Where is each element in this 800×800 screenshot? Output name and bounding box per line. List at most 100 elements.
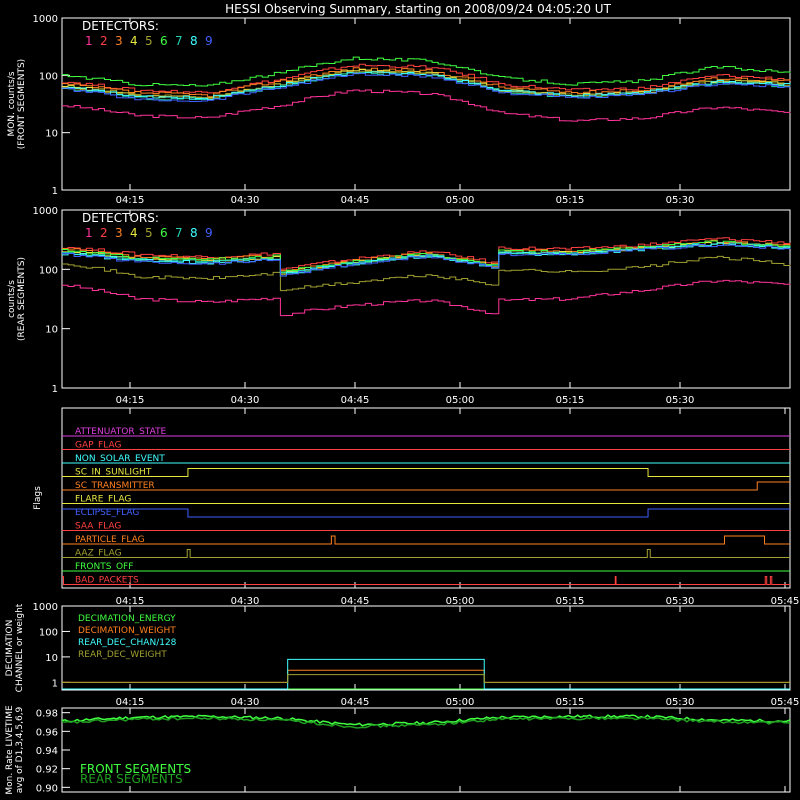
front-panel-x-tick-label: 05:15: [556, 195, 585, 206]
rear-panel-y-tick-label: 10: [45, 325, 58, 336]
decimation-legend: REAR_DEC_CHAN/128: [78, 638, 177, 648]
flag-label: NON_SOLAR_EVENT: [75, 454, 165, 464]
front-panel-y-tick-label: 100: [39, 71, 58, 82]
rear-panel-series-6: [62, 240, 791, 273]
front-panel-legend-number: 5: [145, 34, 153, 48]
rear-panel-x-tick-label: 04:30: [231, 395, 260, 406]
decimation-panel-y-tick-label: 1000: [33, 602, 58, 613]
flags-panel-x-tick-label: 04:45: [341, 596, 370, 607]
decimation-panel-y-tick-label: 10: [45, 653, 58, 664]
front-panel-legend-number: 6: [160, 34, 168, 48]
flag-line: [62, 508, 790, 518]
front-panel-series-1: [62, 89, 791, 122]
rear-panel-series-5: [62, 255, 791, 292]
front-panel-y-tick-label: 1000: [33, 14, 58, 25]
flag-label: PARTICLE_FLAG: [75, 535, 145, 545]
flag-line: [62, 481, 790, 491]
flag-line: [62, 576, 790, 585]
flag-label: FRONTS_OFF: [75, 562, 133, 572]
front-panel-legend-number: 7: [175, 34, 183, 48]
flag-label: GAP_FLAG: [75, 441, 121, 451]
front-panel-legend-number: 4: [130, 34, 138, 48]
flags-panel-x-tick-label: 04:15: [116, 596, 145, 607]
flags-panel-x-tick-label: 04:30: [231, 596, 260, 607]
flags-panel-x-tick-label: 05:30: [666, 596, 695, 607]
rear-panel-legend-number: 4: [130, 226, 138, 240]
rear-panel-x-tick-label: 05:30: [666, 395, 695, 406]
flag-label: FLARE_FLAG: [75, 495, 131, 505]
rear-panel-y-tick-label: 1: [52, 384, 58, 395]
livetime-series: [61, 716, 791, 729]
livetime-legend: REAR SEGMENTS: [80, 772, 183, 786]
rear-panel-series-1: [62, 279, 791, 317]
decimation-panel-y-tick-label: 1: [52, 678, 58, 689]
flag-label: SC_TRANSMITTER: [75, 481, 155, 491]
front-panel-legend-number: 2: [100, 34, 108, 48]
decimation-panel-x-tick-label: 05:15: [556, 697, 585, 708]
livetime-panel-y-tick-label: 0.90: [36, 783, 58, 794]
flags-panel-x-tick-label: 05:15: [556, 596, 585, 607]
flags-panel-x-tick-label: 05:00: [446, 596, 475, 607]
flag-label: ATTENUATOR_STATE: [75, 427, 167, 437]
front-panel-series-3: [62, 67, 791, 98]
front-panel-legend-number: 1: [85, 34, 93, 48]
rear-panel-legend-number: 3: [115, 226, 123, 240]
decimation-panel-x-tick-label: 05:45: [771, 697, 800, 708]
flag-line: [62, 468, 790, 477]
flag-label: AAZ_FLAG: [75, 549, 122, 559]
decimation-panel-frame: [61, 605, 791, 691]
decimation-panel-x-tick-label: 04:15: [116, 697, 145, 708]
front-panel-y-label: MON. counts/s: [7, 71, 17, 136]
front-panel-series-2: [62, 63, 791, 94]
decimation-series: [62, 674, 790, 683]
decimation-panel-y-tick-label: 100: [39, 627, 58, 638]
flag-label: SC_IN_SUNLIGHT: [75, 468, 152, 478]
rear-panel-y-tick-label: 1000: [33, 206, 58, 217]
livetime-legend: FRONT SEGMENTS: [80, 762, 191, 776]
rear-panel-legend-number: 5: [145, 226, 153, 240]
front-panel-y-tick-label: 1: [52, 186, 58, 197]
decimation-series: [62, 669, 790, 683]
front-panel-frame: [61, 17, 791, 191]
flag-label: ECLIPSE_FLAG: [75, 508, 139, 518]
front-panel-series-6: [62, 56, 791, 87]
front-panel-legend-number: 8: [190, 34, 198, 48]
front-panel-x-tick-label: 05:00: [446, 195, 475, 206]
front-panel-series-9: [62, 72, 791, 102]
livetime-panel-y-tick-label: 0.98: [36, 709, 58, 720]
decimation-panel-x-tick-label: 04:45: [341, 697, 370, 708]
rear-panel-y-label: counts/s: [7, 280, 17, 318]
rear-panel-legend-number: 2: [100, 226, 108, 240]
livetime-panel-y-tick-label: 0.94: [36, 746, 58, 757]
rear-panel-x-tick-label: 04:15: [116, 395, 145, 406]
decimation-panel-y-label: DECIMATION: [5, 620, 15, 677]
rear-panel-legend-number: 1: [85, 226, 93, 240]
front-panel-x-tick-label: 04:30: [231, 195, 260, 206]
flag-label: SAA_FLAG: [75, 522, 121, 532]
livetime-panel-y-label-2: avg of D1,3,4,5,6,9: [15, 706, 25, 793]
decimation-legend: DECIMATION_ENERGY: [78, 614, 176, 624]
rear-panel-legend-number: 9: [205, 226, 213, 240]
rear-panel-series-9: [62, 243, 791, 277]
flags-panel-y-label: Flags: [33, 486, 43, 510]
livetime-panel-y-tick-label: 0.96: [36, 727, 58, 738]
plot-title: HESSI Observing Summary, starting on 200…: [225, 2, 611, 16]
front-panel-x-tick-label: 04:15: [116, 195, 145, 206]
decimation-series: [62, 658, 790, 690]
flags-panel-x-tick-label: 05:45: [771, 596, 800, 607]
front-panel-y-label-2: (FRONT SEGMENTS): [17, 59, 27, 149]
front-panel-legend-number: 9: [205, 34, 213, 48]
decimation-panel-x-tick-label: 05:30: [666, 697, 695, 708]
rear-panel-legend-number: 8: [190, 226, 198, 240]
livetime-panel-y-tick-label: 0.92: [36, 765, 58, 776]
rear-panel-legend-number: 7: [175, 226, 183, 240]
decimation-panel-y-label-2: CHANNEL or weight: [15, 603, 25, 692]
livetime-panel-y-label: Mon. Rate LIVETIME: [5, 705, 15, 795]
decimation-legend: REAR_DEC_WEIGHT: [78, 650, 167, 660]
rear-panel-frame: [61, 209, 791, 389]
front-panel-x-tick-label: 05:30: [666, 195, 695, 206]
rear-panel-y-tick-label: 100: [39, 265, 58, 276]
front-panel-y-tick-label: 10: [45, 129, 58, 140]
rear-panel-x-tick-label: 05:15: [556, 395, 585, 406]
